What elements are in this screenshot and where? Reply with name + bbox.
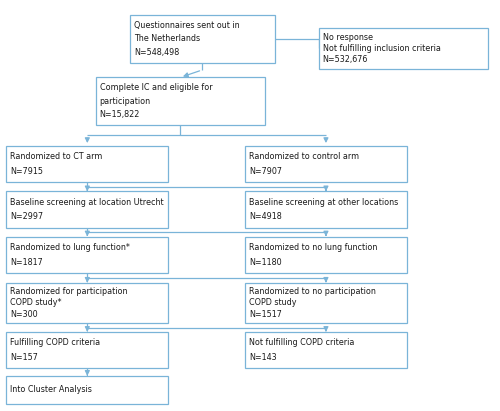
Text: N=300: N=300 <box>10 310 38 319</box>
FancyBboxPatch shape <box>96 77 264 125</box>
Text: N=157: N=157 <box>10 353 38 362</box>
Text: Complete IC and eligible for: Complete IC and eligible for <box>100 83 212 92</box>
Text: Randomized to CT arm: Randomized to CT arm <box>10 152 103 161</box>
FancyBboxPatch shape <box>245 146 407 182</box>
Text: The Netherlands: The Netherlands <box>134 34 200 43</box>
Text: N=2997: N=2997 <box>10 212 43 222</box>
FancyBboxPatch shape <box>6 192 168 228</box>
Text: Into Cluster Analysis: Into Cluster Analysis <box>10 386 92 395</box>
FancyBboxPatch shape <box>6 376 168 404</box>
Text: Not fulfilling inclusion criteria: Not fulfilling inclusion criteria <box>322 44 440 53</box>
Text: N=1817: N=1817 <box>10 258 43 267</box>
FancyBboxPatch shape <box>245 283 407 323</box>
Text: Randomized to control arm: Randomized to control arm <box>249 152 359 161</box>
FancyBboxPatch shape <box>245 236 407 273</box>
Text: N=4918: N=4918 <box>249 212 282 222</box>
FancyBboxPatch shape <box>318 28 488 69</box>
Text: N=143: N=143 <box>249 353 276 362</box>
Text: Not fulfilling COPD criteria: Not fulfilling COPD criteria <box>249 338 354 347</box>
Text: Randomized to no participation: Randomized to no participation <box>249 287 376 296</box>
FancyBboxPatch shape <box>6 283 168 323</box>
Text: N=7907: N=7907 <box>249 167 282 176</box>
Text: N=1517: N=1517 <box>249 310 282 319</box>
Text: N=1180: N=1180 <box>249 258 282 267</box>
Text: Randomized for participation: Randomized for participation <box>10 287 128 296</box>
FancyBboxPatch shape <box>6 146 168 182</box>
Text: Fulfilling COPD criteria: Fulfilling COPD criteria <box>10 338 101 347</box>
FancyBboxPatch shape <box>6 236 168 273</box>
Text: N=15,822: N=15,822 <box>100 111 140 119</box>
Text: COPD study: COPD study <box>249 298 296 307</box>
Text: participation: participation <box>100 97 150 106</box>
Text: Baseline screening at other locations: Baseline screening at other locations <box>249 198 398 207</box>
FancyBboxPatch shape <box>6 332 168 368</box>
Text: N=548,498: N=548,498 <box>134 48 179 57</box>
Text: Baseline screening at location Utrecht: Baseline screening at location Utrecht <box>10 198 164 207</box>
FancyBboxPatch shape <box>245 192 407 228</box>
FancyBboxPatch shape <box>130 15 274 62</box>
Text: COPD study*: COPD study* <box>10 298 62 307</box>
FancyBboxPatch shape <box>245 332 407 368</box>
Text: Randomized to no lung function: Randomized to no lung function <box>249 242 378 252</box>
Text: Randomized to lung function*: Randomized to lung function* <box>10 242 130 252</box>
Text: N=532,676: N=532,676 <box>322 55 368 64</box>
Text: N=7915: N=7915 <box>10 167 43 176</box>
Text: Questionnaires sent out in: Questionnaires sent out in <box>134 21 240 30</box>
Text: No response: No response <box>322 32 372 42</box>
